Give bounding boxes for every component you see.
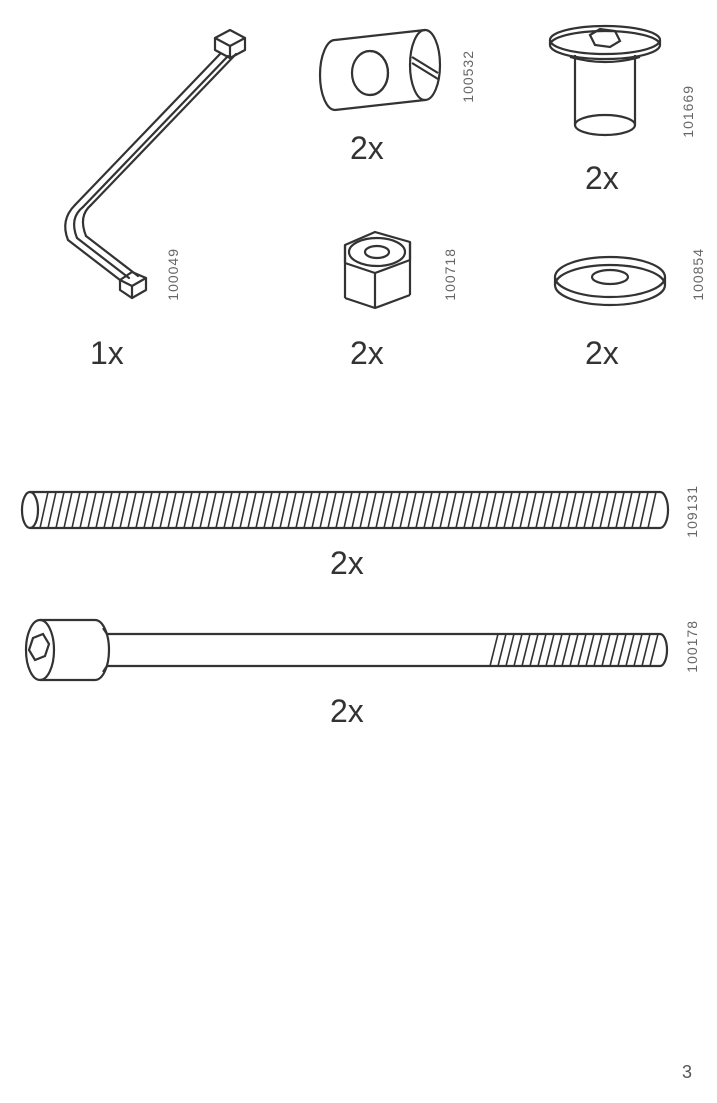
threaded-rod-code: 109131 bbox=[684, 485, 700, 538]
sleeve-nut-drawing bbox=[530, 15, 680, 155]
washer-code: 100854 bbox=[690, 248, 706, 301]
sleeve-nut-code: 101669 bbox=[680, 85, 696, 138]
cam-nut-drawing bbox=[300, 15, 460, 135]
hex-nut-code: 100718 bbox=[442, 248, 458, 301]
cam-nut-qty: 2x bbox=[350, 130, 384, 167]
allen-key-code: 100049 bbox=[165, 248, 181, 301]
threaded-rod-qty: 2x bbox=[330, 545, 364, 582]
allen-key-drawing bbox=[20, 10, 280, 310]
allen-key-qty: 1x bbox=[90, 335, 124, 372]
washer-qty: 2x bbox=[585, 335, 619, 372]
cam-nut-code: 100532 bbox=[460, 50, 476, 103]
hex-bolt-drawing bbox=[15, 610, 675, 690]
threaded-rod-drawing bbox=[15, 480, 675, 540]
washer-drawing bbox=[540, 245, 680, 325]
hex-bolt-code: 100178 bbox=[684, 620, 700, 673]
page-number: 3 bbox=[682, 1062, 692, 1083]
hex-bolt-qty: 2x bbox=[330, 693, 364, 730]
hex-nut-qty: 2x bbox=[350, 335, 384, 372]
sleeve-nut-qty: 2x bbox=[585, 160, 619, 197]
hardware-page: 100049 1x 100532 2x bbox=[0, 0, 717, 1103]
hex-nut-drawing bbox=[310, 220, 440, 330]
